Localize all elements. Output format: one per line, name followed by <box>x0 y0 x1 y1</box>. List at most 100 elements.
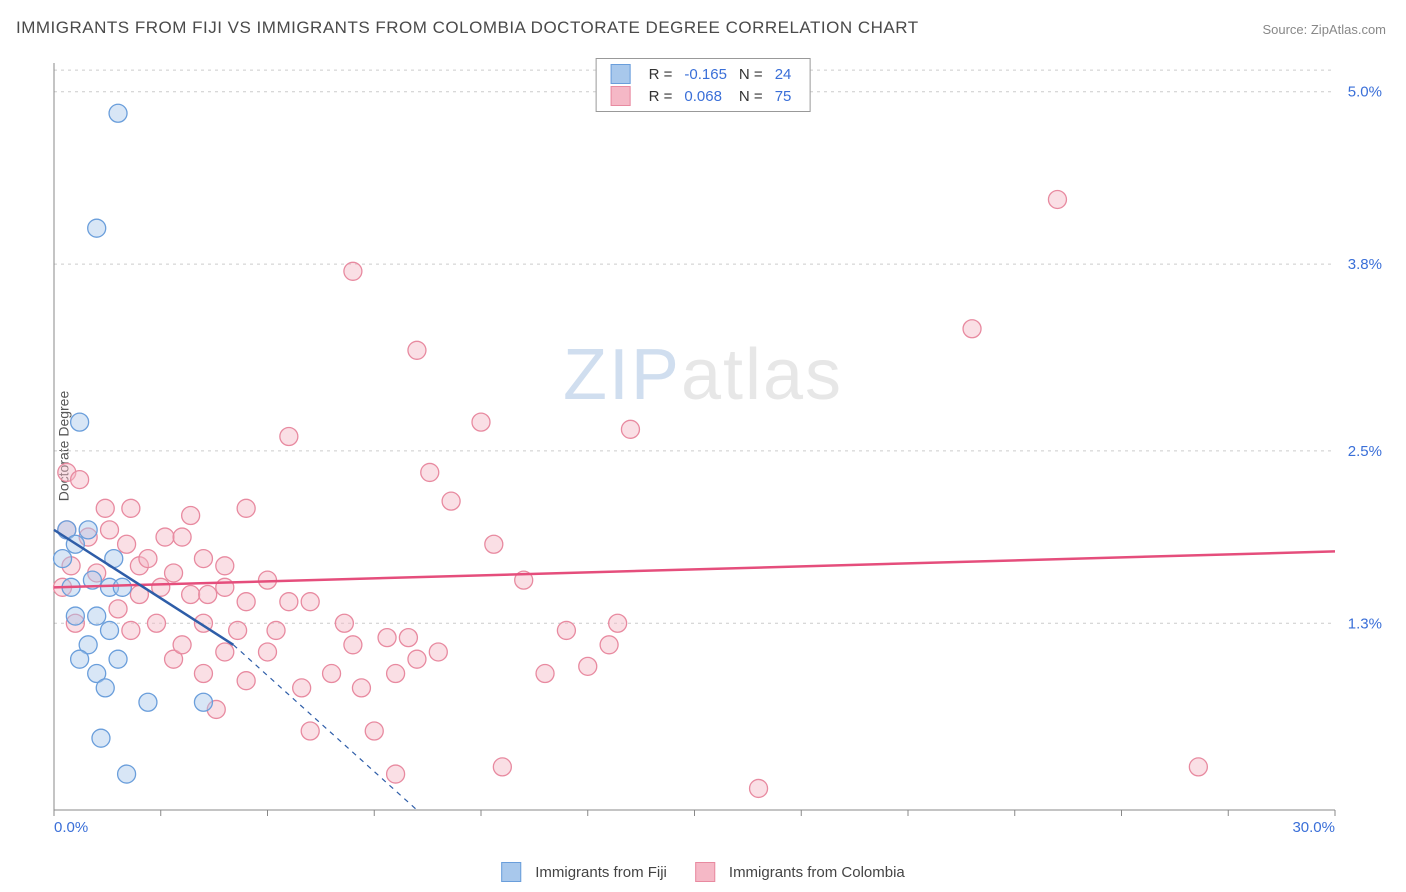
data-point <box>408 650 426 668</box>
data-point <box>71 471 89 489</box>
data-point <box>109 650 127 668</box>
r-label: R = <box>643 85 679 107</box>
data-point <box>88 607 106 625</box>
data-point <box>323 665 341 683</box>
data-point <box>216 557 234 575</box>
data-point <box>387 665 405 683</box>
svg-text:30.0%: 30.0% <box>1292 819 1335 836</box>
data-point <box>237 672 255 690</box>
r-value: -0.165 <box>678 63 733 85</box>
data-point <box>1189 758 1207 776</box>
data-point <box>139 550 157 568</box>
data-point <box>71 413 89 431</box>
data-point <box>408 341 426 359</box>
legend-swatch-icon <box>611 86 631 106</box>
data-point <box>963 320 981 338</box>
series-legend: Immigrants from Fiji Immigrants from Colo… <box>501 862 905 882</box>
data-point <box>92 729 110 747</box>
data-point <box>147 614 165 632</box>
data-point <box>365 722 383 740</box>
data-point <box>173 636 191 654</box>
data-point <box>88 219 106 237</box>
data-point <box>293 679 311 697</box>
data-point <box>139 693 157 711</box>
svg-text:0.0%: 0.0% <box>54 819 88 836</box>
n-value: 75 <box>769 85 798 107</box>
data-point <box>229 621 247 639</box>
data-point <box>493 758 511 776</box>
data-point <box>165 564 183 582</box>
svg-text:3.8%: 3.8% <box>1348 256 1382 273</box>
source-attribution: Source: ZipAtlas.com <box>1262 22 1386 37</box>
data-point <box>344 636 362 654</box>
data-point <box>113 578 131 596</box>
data-point <box>301 593 319 611</box>
n-label: N = <box>733 85 769 107</box>
data-point <box>259 643 277 661</box>
data-point <box>194 693 212 711</box>
data-point <box>54 550 72 568</box>
data-point <box>280 593 298 611</box>
data-point <box>621 420 639 438</box>
r-value: 0.068 <box>678 85 733 107</box>
data-point <box>71 650 89 668</box>
data-point <box>182 586 200 604</box>
data-point <box>352 679 370 697</box>
legend-row: R =0.068N =75 <box>605 85 798 107</box>
n-value: 24 <box>769 63 798 85</box>
data-point <box>429 643 447 661</box>
data-point <box>421 463 439 481</box>
data-point <box>557 621 575 639</box>
data-point <box>237 499 255 517</box>
data-point <box>118 535 136 553</box>
data-point <box>194 550 212 568</box>
data-point <box>122 621 140 639</box>
r-label: R = <box>643 63 679 85</box>
data-point <box>387 765 405 783</box>
chart-container: IMMIGRANTS FROM FIJI VS IMMIGRANTS FROM … <box>0 0 1406 892</box>
data-point <box>118 765 136 783</box>
correlation-legend: R =-0.165N =24R =0.068N =75 <box>596 58 811 112</box>
data-point <box>122 499 140 517</box>
legend-swatch-icon <box>501 862 521 882</box>
chart-title: IMMIGRANTS FROM FIJI VS IMMIGRANTS FROM … <box>16 18 919 38</box>
svg-text:1.3%: 1.3% <box>1348 615 1382 632</box>
data-point <box>301 722 319 740</box>
data-point <box>79 521 97 539</box>
data-point <box>194 665 212 683</box>
data-point <box>472 413 490 431</box>
data-point <box>237 593 255 611</box>
legend-swatch-icon <box>611 64 631 84</box>
data-point <box>199 586 217 604</box>
legend-item: Immigrants from Fiji <box>501 862 667 882</box>
data-point <box>335 614 353 632</box>
data-point <box>536 665 554 683</box>
data-point <box>579 657 597 675</box>
data-point <box>109 600 127 618</box>
legend-label: Immigrants from Colombia <box>729 864 905 881</box>
data-point <box>399 629 417 647</box>
data-point <box>96 499 114 517</box>
data-point <box>216 578 234 596</box>
n-label: N = <box>733 63 769 85</box>
legend-label: Immigrants from Fiji <box>535 864 667 881</box>
legend-swatch-icon <box>695 862 715 882</box>
data-point <box>280 428 298 446</box>
data-point <box>101 521 119 539</box>
data-point <box>96 679 114 697</box>
svg-text:5.0%: 5.0% <box>1348 84 1382 101</box>
data-point <box>182 507 200 525</box>
colombia-trend-line <box>54 551 1335 587</box>
data-point <box>173 528 191 546</box>
legend-item: Immigrants from Colombia <box>695 862 905 882</box>
data-point <box>1048 190 1066 208</box>
data-point <box>109 104 127 122</box>
scatter-plot: 1.3%2.5%3.8%5.0%0.0%30.0% <box>50 55 1390 840</box>
data-point <box>344 262 362 280</box>
data-point <box>485 535 503 553</box>
data-point <box>750 779 768 797</box>
data-point <box>378 629 396 647</box>
data-point <box>216 643 234 661</box>
legend-row: R =-0.165N =24 <box>605 63 798 85</box>
data-point <box>609 614 627 632</box>
